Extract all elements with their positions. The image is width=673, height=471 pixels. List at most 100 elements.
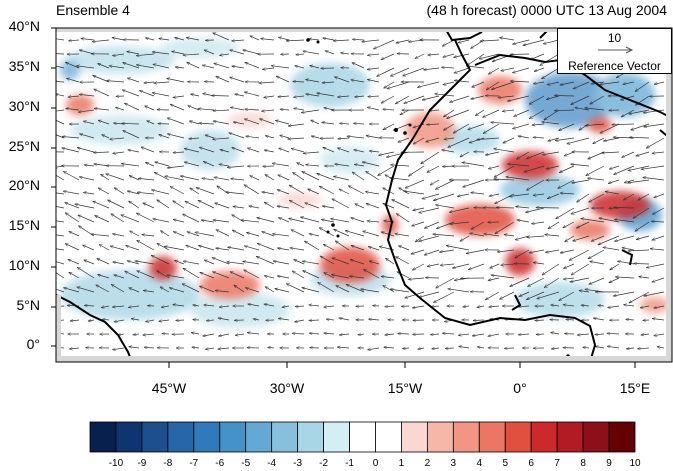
colorbar-label: -5 bbox=[241, 458, 251, 469]
wind-vector bbox=[462, 162, 485, 167]
wind-vector bbox=[201, 220, 215, 223]
wind-vector bbox=[369, 319, 380, 320]
wind-vector bbox=[306, 80, 320, 83]
wind-vector bbox=[643, 109, 665, 113]
wind-vector bbox=[56, 81, 65, 82]
wind-vector bbox=[195, 232, 215, 237]
wind-vector bbox=[77, 287, 95, 293]
wind-vector bbox=[309, 39, 320, 40]
wind-vector bbox=[186, 245, 200, 251]
wind-vector bbox=[122, 90, 140, 97]
wind-vector bbox=[167, 118, 185, 125]
wind-vector bbox=[488, 333, 500, 336]
wind-vector bbox=[56, 109, 65, 112]
lat-label-10n: 10°N bbox=[8, 257, 40, 273]
wind-vector bbox=[523, 39, 545, 45]
wind-vector bbox=[277, 206, 290, 209]
axis-ticks bbox=[51, 27, 636, 368]
wind-vector bbox=[213, 272, 230, 279]
wind-vector bbox=[228, 247, 245, 251]
wind-vector bbox=[318, 282, 335, 293]
wind-vector bbox=[106, 174, 125, 181]
wind-vector bbox=[193, 305, 200, 306]
wind-vector bbox=[246, 136, 260, 139]
wind-vector bbox=[532, 221, 545, 224]
wind-vector bbox=[321, 220, 335, 223]
wind-vector bbox=[381, 53, 395, 60]
wind-vector bbox=[220, 54, 230, 55]
wind-vector bbox=[157, 200, 170, 209]
colorbar-label: 4 bbox=[476, 458, 483, 469]
wind-vector bbox=[443, 53, 455, 57]
wind-vector bbox=[123, 63, 140, 69]
wind-vector bbox=[277, 276, 290, 279]
wind-vector bbox=[468, 263, 485, 270]
wind-vector bbox=[368, 54, 380, 55]
wind-vector bbox=[138, 178, 155, 181]
wind-vector bbox=[351, 246, 365, 251]
wind-vector bbox=[305, 203, 320, 209]
wind-vector bbox=[368, 347, 380, 350]
wind-vector bbox=[98, 120, 110, 125]
wind-vector bbox=[623, 193, 635, 200]
lat-label-0: 0° bbox=[26, 336, 40, 352]
colorbar-box bbox=[245, 421, 273, 453]
wind-vector bbox=[572, 179, 590, 183]
red-anomaly-shading bbox=[66, 76, 670, 313]
wind-vector bbox=[323, 38, 335, 41]
wind-vector bbox=[183, 214, 200, 223]
wind-vector bbox=[129, 347, 140, 348]
wind-vector bbox=[196, 188, 215, 195]
wind-vector bbox=[244, 92, 260, 97]
wind-vector bbox=[213, 220, 230, 223]
wind-vector bbox=[491, 275, 515, 279]
wind-vector bbox=[244, 185, 260, 195]
wind-vector bbox=[264, 304, 275, 307]
wind-vector bbox=[206, 320, 215, 321]
wind-vector bbox=[361, 289, 380, 293]
wind-vector bbox=[260, 119, 275, 125]
wind-vector bbox=[94, 108, 110, 111]
wind-vector bbox=[641, 334, 650, 335]
wind-vector bbox=[515, 249, 530, 258]
wind-vector bbox=[235, 94, 245, 97]
wind-vector bbox=[635, 221, 650, 231]
wind-vector bbox=[121, 215, 140, 223]
wind-vector bbox=[230, 107, 245, 111]
wind-vector bbox=[527, 151, 545, 159]
wind-vector bbox=[358, 334, 365, 335]
wind-vector bbox=[391, 165, 410, 166]
wind-vector bbox=[614, 219, 635, 223]
wind-vector bbox=[436, 205, 455, 209]
wind-vector bbox=[297, 163, 305, 167]
wind-vector bbox=[143, 334, 155, 335]
wind-vector bbox=[125, 271, 140, 279]
wind-vector bbox=[143, 203, 155, 209]
wind-vector bbox=[226, 192, 245, 195]
wind-vector bbox=[69, 40, 80, 41]
wind-vector bbox=[288, 123, 305, 126]
colorbar-box bbox=[141, 421, 169, 453]
wind-vector bbox=[593, 137, 605, 144]
wind-vector bbox=[56, 248, 65, 251]
wind-vector bbox=[452, 263, 470, 268]
wind-vector bbox=[536, 334, 545, 335]
wind-vector bbox=[412, 221, 425, 226]
wind-vector bbox=[405, 179, 425, 188]
wind-vector bbox=[272, 163, 290, 167]
wind-vector bbox=[332, 258, 350, 265]
wind-vector bbox=[291, 230, 305, 237]
wind-vector bbox=[135, 261, 155, 265]
land-mask bbox=[56, 28, 672, 362]
wind-vector bbox=[386, 151, 410, 157]
wind-vector bbox=[411, 249, 425, 254]
wind-vector bbox=[421, 151, 440, 164]
wind-vector bbox=[600, 123, 620, 133]
wind-vector bbox=[588, 249, 605, 259]
wind-vector bbox=[396, 214, 410, 223]
wind-vector bbox=[608, 179, 620, 183]
colorbar-box bbox=[89, 421, 117, 453]
wind-vector bbox=[244, 246, 260, 251]
wind-vector bbox=[381, 95, 395, 103]
wind-vector bbox=[247, 233, 260, 237]
